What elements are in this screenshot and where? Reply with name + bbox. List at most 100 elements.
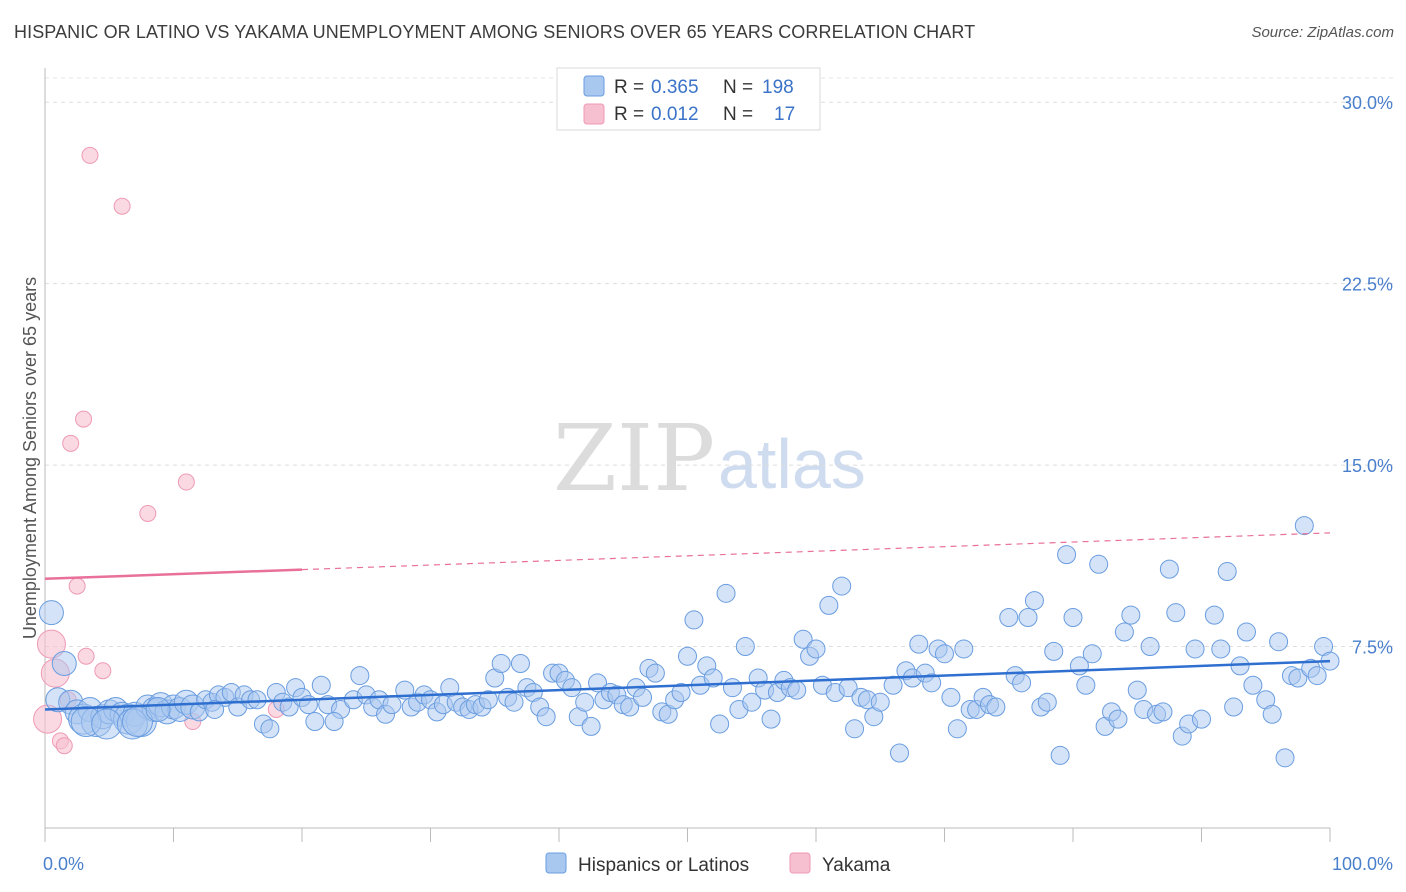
hispanic-point-183 — [1269, 632, 1289, 652]
hispanic-point-134 — [935, 644, 954, 664]
hispanic-point-66 — [491, 653, 511, 673]
x-tick-label-1: 100.0% — [1332, 854, 1393, 874]
hispanic-point-176 — [1217, 562, 1237, 582]
hispanic-point-80 — [581, 716, 601, 736]
hispanic-point-95 — [678, 646, 697, 666]
hispanic-point-199 — [324, 712, 344, 732]
hispanic-point-143 — [999, 608, 1019, 628]
y-axis-title: Unemployment Among Seniors over 65 years — [20, 277, 40, 639]
hispanic-point-156 — [1082, 644, 1102, 664]
legend-r-value-pink: 0.012 — [651, 104, 699, 125]
hispanic-point-174 — [1204, 605, 1224, 625]
hispanic-point-180 — [1243, 675, 1263, 695]
hispanic-point-184 — [1275, 748, 1295, 768]
bottom-legend-label-pink: Yakama — [822, 855, 891, 876]
yakama-point-6 — [62, 434, 80, 452]
tick-labels: 7.5% 15.0% 22.5% 30.0% 0.0% 100.0% — [43, 93, 1393, 874]
hispanic-point-130 — [909, 634, 929, 654]
hispanic-point-160 — [1108, 709, 1128, 729]
yakama-point-7 — [68, 577, 86, 595]
yakama-point-9 — [77, 647, 95, 665]
hispanic-point-173 — [1192, 709, 1211, 729]
hispanic-point-102 — [722, 678, 742, 698]
hispanic-point-94 — [671, 683, 691, 703]
hispanic-point-146 — [1018, 608, 1038, 628]
legend-n-value-blue: 198 — [762, 77, 794, 98]
watermark-atlas: atlas — [718, 425, 866, 503]
hispanic-point-198 — [247, 690, 267, 710]
trend-lines — [44, 532, 1331, 711]
hispanic-point-142 — [986, 697, 1006, 717]
hispanic-point-112 — [787, 680, 807, 700]
hispanic-point-155 — [1076, 675, 1096, 695]
hispanic-point-189 — [1307, 666, 1327, 686]
hispanic-point-73 — [536, 707, 556, 727]
hispanic-point-177 — [1224, 697, 1244, 717]
yakama-point-8 — [75, 410, 93, 428]
hispanic-point-2 — [51, 650, 77, 676]
yakama-point-14 — [177, 473, 195, 491]
yakama-point-1 — [36, 629, 66, 659]
y-tick-label-3: 30.0% — [1342, 93, 1393, 113]
hispanic-point-165 — [1140, 637, 1160, 657]
legend-r-label-blue: R = — [614, 77, 644, 98]
hispanic-point-45 — [350, 666, 370, 686]
bottom-legend-swatch-pink — [789, 852, 811, 874]
hispanic-point-167 — [1153, 702, 1173, 722]
hispanic-point-172 — [1185, 639, 1205, 659]
hispanic-point-117 — [819, 595, 839, 615]
y-tick-label-2: 22.5% — [1342, 275, 1393, 295]
hispanic-point-153 — [1063, 608, 1083, 628]
hispanic-point-101 — [716, 583, 736, 603]
legend-swatch-pink — [583, 103, 605, 125]
hispanic-point-145 — [1012, 673, 1032, 693]
y-tick-label-0: 7.5% — [1352, 638, 1393, 658]
hispanic-point-121 — [845, 719, 865, 739]
source-label: Source: ZipAtlas.com — [1251, 24, 1394, 41]
hispanic-point-40 — [305, 712, 325, 732]
hispanic-point-36 — [279, 697, 299, 717]
hispanic-point-79 — [575, 692, 595, 712]
legend-n-value-pink: 17 — [774, 104, 795, 125]
hispanic-point-135 — [941, 687, 961, 707]
hispanic-point-99 — [703, 668, 723, 688]
legend-n-label-blue: N = — [723, 77, 753, 98]
axes — [44, 68, 1331, 842]
hispanic-point-33 — [260, 719, 280, 739]
hispanic-point-162 — [1121, 605, 1141, 625]
hispanic-point-96 — [684, 610, 704, 630]
hispanic-point-136 — [947, 719, 967, 739]
hispanic-point-175 — [1211, 639, 1231, 659]
hispanic-point-64 — [478, 690, 498, 710]
hispanic-point-149 — [1037, 692, 1057, 712]
legend-swatch-blue — [583, 75, 605, 97]
hispanic-point-196 — [145, 696, 171, 722]
hispanic-point-182 — [1262, 704, 1282, 724]
hispanic-point-68 — [504, 692, 524, 712]
hispanic-point-115 — [806, 639, 826, 659]
legend-r-value-blue: 0.365 — [651, 77, 699, 98]
legend-r-label-pink: R = — [614, 104, 644, 125]
hispanic-point-119 — [832, 576, 852, 596]
hispanic-point-41 — [311, 675, 331, 695]
hispanic-point-179 — [1236, 622, 1256, 642]
hispanic-point-77 — [562, 678, 582, 698]
yakama-point-10 — [81, 146, 99, 164]
yakama-point-11 — [94, 662, 112, 680]
hispanic-point-127 — [890, 743, 910, 763]
hispanic-point-168 — [1159, 559, 1179, 579]
hispanic-point-105 — [742, 692, 762, 712]
hispanic-point-113 — [793, 629, 813, 649]
hispanic-point-163 — [1127, 680, 1147, 700]
hispanic-point-50 — [382, 695, 402, 715]
hispanic-point-186 — [1288, 668, 1308, 688]
hispanic-point-187 — [1294, 516, 1314, 536]
hispanic-point-86 — [620, 697, 640, 717]
y-tick-label-1: 15.0% — [1342, 456, 1393, 476]
hispanic-point-104 — [735, 637, 755, 657]
hispanic-point-137 — [954, 639, 974, 659]
yakama-point-4 — [55, 737, 73, 755]
yakama-trend-line-solid — [44, 568, 303, 581]
hispanic-point-126 — [883, 675, 903, 695]
hispanic-point-0 — [38, 600, 64, 626]
